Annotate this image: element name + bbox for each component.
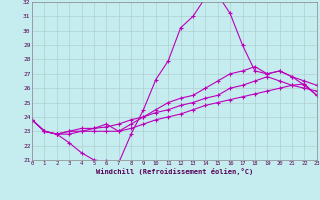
X-axis label: Windchill (Refroidissement éolien,°C): Windchill (Refroidissement éolien,°C) bbox=[96, 168, 253, 175]
